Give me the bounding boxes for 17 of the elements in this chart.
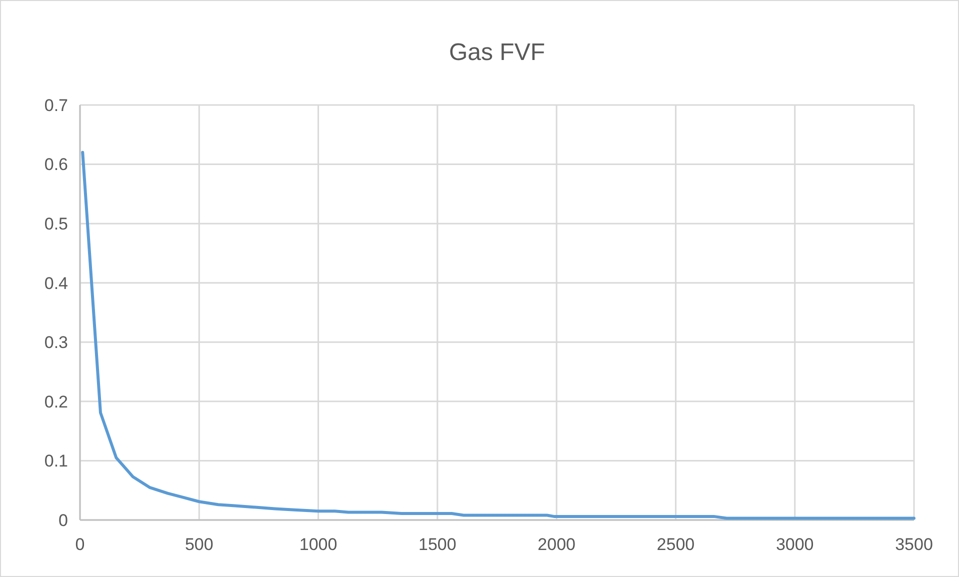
y-tick-label: 0.4 — [44, 274, 68, 293]
y-tick-label: 0.3 — [44, 333, 68, 352]
y-tick-label: 0.5 — [44, 214, 68, 234]
y-tick-label: 0.1 — [44, 452, 68, 471]
y-tick-label: 0.2 — [44, 392, 68, 412]
x-tick-label: 3000 — [776, 535, 814, 554]
y-tick-label: 0 — [58, 510, 68, 530]
x-tick-label: 0 — [75, 535, 85, 554]
x-tick-label: 2000 — [538, 535, 576, 554]
y-tick-label: 0.7 — [44, 96, 68, 115]
y-tick-label: 0.6 — [44, 155, 68, 174]
x-tick-label: 1500 — [418, 535, 456, 554]
x-tick-label: 3500 — [895, 535, 933, 554]
x-tick-label: 500 — [184, 535, 214, 554]
x-tick-label: 2500 — [656, 535, 695, 554]
chart-title: Gas FVF — [448, 39, 546, 66]
x-tick-label: 1000 — [299, 535, 338, 554]
